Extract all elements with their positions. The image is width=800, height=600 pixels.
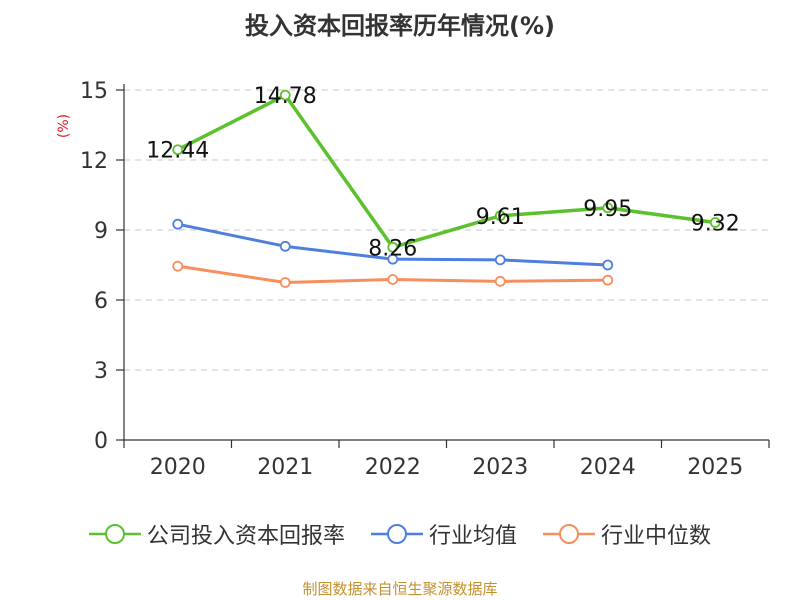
data-point xyxy=(172,144,184,156)
legend: 公司投入资本回报率 行业均值 行业中位数 xyxy=(0,518,800,550)
data-point xyxy=(602,259,614,271)
legend-marker-icon xyxy=(88,524,141,544)
y-tick-label: 3 xyxy=(94,359,108,384)
legend-label: 行业中位数 xyxy=(601,524,712,549)
legend-item: 行业均值 xyxy=(370,518,517,550)
data-labels: 12.44 14.78 8.26 9.61 9.95 9.32 xyxy=(146,84,739,261)
x-tick-label: 2023 xyxy=(472,455,528,480)
y-tick-labels: 0 3 6 9 12 15 xyxy=(80,79,108,454)
x-tick-label: 2021 xyxy=(257,455,313,480)
legend-item: 公司投入资本回报率 xyxy=(88,518,345,550)
data-point xyxy=(494,210,506,222)
data-label: 9.61 xyxy=(476,205,525,230)
data-point xyxy=(709,217,721,228)
data-point xyxy=(602,274,614,286)
data-point xyxy=(279,89,291,101)
data-point xyxy=(602,202,614,214)
chart-title: 投入资本回报率历年情况(%) xyxy=(245,12,555,40)
source-note: 制图数据来自恒生聚源数据库 xyxy=(302,580,498,598)
y-tick-label: 6 xyxy=(94,289,108,314)
data-label: 14.78 xyxy=(254,84,317,109)
data-point xyxy=(494,254,506,266)
y-tick-label: 12 xyxy=(80,149,108,174)
y-tick-label: 15 xyxy=(80,79,108,104)
legend-marker-icon xyxy=(543,524,595,544)
legend-label: 行业均值 xyxy=(428,524,517,549)
data-point xyxy=(172,260,184,272)
data-point xyxy=(387,241,399,253)
axes xyxy=(116,84,770,448)
x-tick-labels: 2020 2021 2022 2023 2024 2025 xyxy=(150,455,744,480)
data-label: 8.26 xyxy=(368,236,417,261)
data-point xyxy=(494,275,506,287)
data-point xyxy=(279,277,291,288)
data-point xyxy=(172,218,184,230)
series-lines xyxy=(172,89,721,288)
x-tick-label: 2020 xyxy=(150,455,206,480)
data-label: 12.44 xyxy=(146,139,209,164)
y-tick-label: 0 xyxy=(94,429,108,454)
legend-item: 行业中位数 xyxy=(543,518,711,550)
data-point xyxy=(387,253,399,265)
x-tick-label: 2022 xyxy=(365,455,421,480)
y-axis-label: (%) xyxy=(56,114,72,138)
data-label: 9.95 xyxy=(583,197,632,222)
y-tick-label: 9 xyxy=(94,219,108,244)
data-point xyxy=(279,240,291,252)
x-tick-label: 2024 xyxy=(580,455,636,480)
legend-marker-icon xyxy=(370,524,423,544)
legend-label: 公司投入资本回报率 xyxy=(146,524,345,549)
data-point xyxy=(387,274,399,285)
series-line xyxy=(176,93,716,250)
data-label: 9.32 xyxy=(691,212,740,237)
x-tick-label: 2025 xyxy=(687,455,743,480)
